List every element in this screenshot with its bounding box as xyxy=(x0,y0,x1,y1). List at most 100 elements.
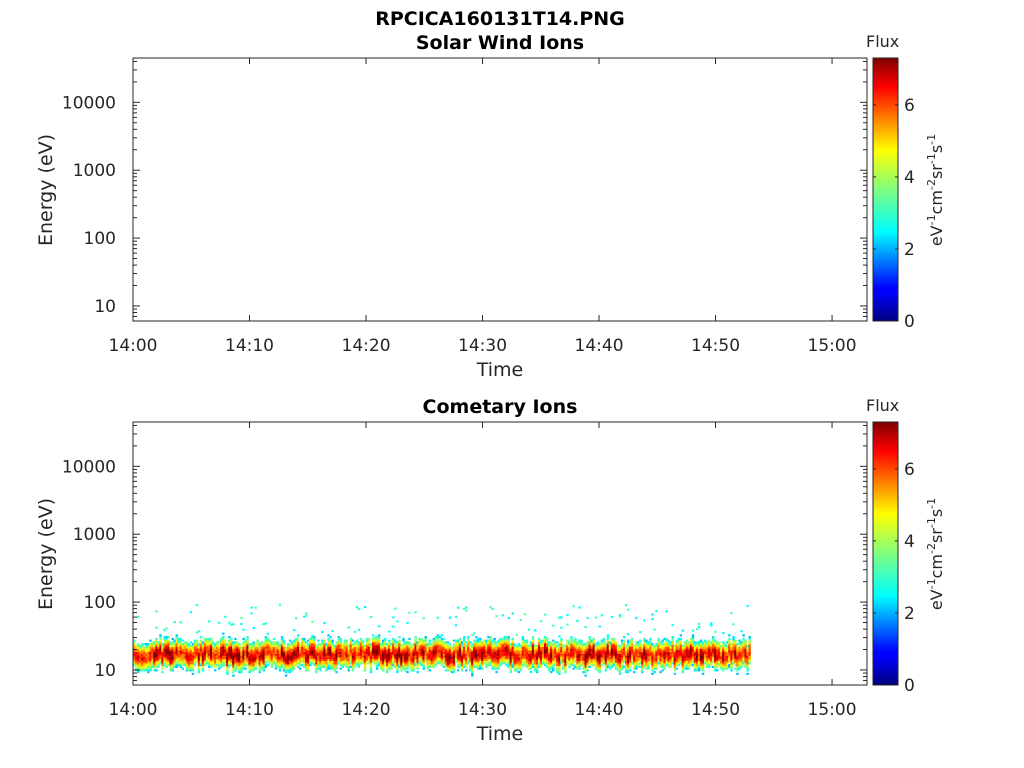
spectrogram-cell xyxy=(307,644,310,647)
spectrogram-cell xyxy=(584,655,587,658)
spectrogram-cell xyxy=(165,648,168,651)
spectrogram-cell xyxy=(388,658,391,661)
spectrogram-cell xyxy=(537,646,541,649)
spectrogram-cell xyxy=(424,643,427,646)
spectrogram-cell xyxy=(258,650,261,653)
spectrogram-cell xyxy=(264,650,268,653)
spectrogram-cell xyxy=(163,646,166,649)
spectrogram-cell xyxy=(493,646,496,649)
spectrogram-cell xyxy=(556,664,559,667)
spectrogram-cell xyxy=(521,639,525,642)
spectrogram-cell xyxy=(280,644,284,647)
spectrogram-cell xyxy=(165,653,168,656)
spectrogram-cell xyxy=(422,639,425,642)
spectrogram-cell xyxy=(469,669,472,672)
spectrogram-cell xyxy=(272,653,276,656)
spectrogram-cell xyxy=(145,650,148,653)
spectrogram-cell xyxy=(244,644,247,647)
spectrogram-cell xyxy=(566,648,569,651)
spectrogram-cell xyxy=(163,643,166,646)
spectrogram-cell xyxy=(645,639,648,642)
spectrogram-cell xyxy=(507,657,510,660)
spectrogram-cell xyxy=(582,660,585,663)
spectrogram-cell xyxy=(175,636,178,639)
spectrogram-cell xyxy=(398,639,401,642)
spectrogram-cell xyxy=(430,657,434,660)
spectrogram-cell xyxy=(475,644,478,647)
spectrogram-cell xyxy=(315,655,318,658)
spectrogram-cell xyxy=(288,665,292,668)
spectrogram-cell-sparse xyxy=(155,610,158,613)
spectrogram-cell xyxy=(143,655,146,658)
spectrogram-cell xyxy=(624,644,628,647)
spectrogram-cell xyxy=(211,657,215,660)
spectrogram-cell xyxy=(280,665,284,668)
spectrogram-cell xyxy=(165,651,168,654)
spectrogram-cell xyxy=(604,658,608,661)
spectrogram-cell xyxy=(602,658,606,661)
spectrogram-cell xyxy=(276,650,280,653)
spectrogram-cell xyxy=(602,646,606,649)
spectrogram-cell xyxy=(531,651,535,654)
spectrogram-cell xyxy=(434,639,438,642)
spectrogram-cell xyxy=(622,643,626,646)
spectrogram-cell xyxy=(440,637,444,640)
spectrogram-cell xyxy=(351,653,355,656)
spectrogram-cell xyxy=(659,657,662,660)
spectrogram-cell xyxy=(234,660,237,663)
spectrogram-cell xyxy=(149,658,152,661)
spectrogram-cell xyxy=(228,653,231,656)
spectrogram-cell xyxy=(527,664,531,667)
spectrogram-cell xyxy=(351,650,355,653)
spectrogram-cell xyxy=(272,651,276,654)
spectrogram-cell xyxy=(626,651,630,654)
spectrogram-cell xyxy=(428,665,432,668)
spectrogram-cell xyxy=(537,662,541,665)
spectrogram-cell xyxy=(485,657,488,660)
spectrogram-cell xyxy=(386,643,389,646)
spectrogram-cell xyxy=(701,655,705,658)
spectrogram-cell xyxy=(507,665,510,668)
spectrogram-cell xyxy=(351,651,355,654)
spectrogram-cell xyxy=(515,669,519,672)
spectrogram-cell xyxy=(651,653,654,656)
spectrogram-cell xyxy=(564,658,567,661)
spectrogram-cell xyxy=(604,648,608,651)
spectrogram-cell xyxy=(424,658,427,661)
spectrogram-cell xyxy=(177,637,180,640)
spectrogram-cell xyxy=(303,648,306,651)
spectrogram-cell xyxy=(578,639,581,642)
spectrogram-cell xyxy=(663,637,666,640)
spectrogram-cell xyxy=(380,664,383,667)
spectrogram-cell xyxy=(290,653,294,656)
spectrogram-cell xyxy=(157,653,160,656)
spectrogram-cell xyxy=(155,646,158,649)
spectrogram-cell xyxy=(606,637,610,640)
spectrogram-cell xyxy=(343,662,346,665)
spectrogram-cell xyxy=(171,662,174,665)
spectrogram-cell xyxy=(250,643,253,646)
spectrogram-cell xyxy=(631,660,634,663)
spectrogram-cell xyxy=(159,636,162,639)
spectrogram-cell xyxy=(331,664,334,667)
spectrogram-cell xyxy=(689,664,693,667)
spectrogram-cell xyxy=(371,657,375,660)
spectrogram-cell xyxy=(487,657,490,660)
spectrogram-cell xyxy=(699,658,703,661)
spectrogram-cell xyxy=(412,646,415,649)
spectrogram-cell xyxy=(604,665,608,668)
spectrogram-cell xyxy=(511,646,515,649)
spectrogram-cell xyxy=(712,639,715,642)
spectrogram-cell xyxy=(637,660,640,663)
spectrogram-cell xyxy=(523,664,527,667)
spectrogram-cell xyxy=(177,641,180,644)
spectrogram-cell xyxy=(513,667,517,670)
spectrogram-cell xyxy=(216,653,219,656)
spectrogram-cell xyxy=(606,664,610,667)
spectrogram-cell xyxy=(471,650,474,653)
spectrogram-cell xyxy=(720,658,723,661)
spectrogram-cell xyxy=(533,655,537,658)
spectrogram-cell xyxy=(503,657,506,660)
spectrogram-cell xyxy=(218,655,221,658)
spectrogram-cell xyxy=(345,646,348,649)
